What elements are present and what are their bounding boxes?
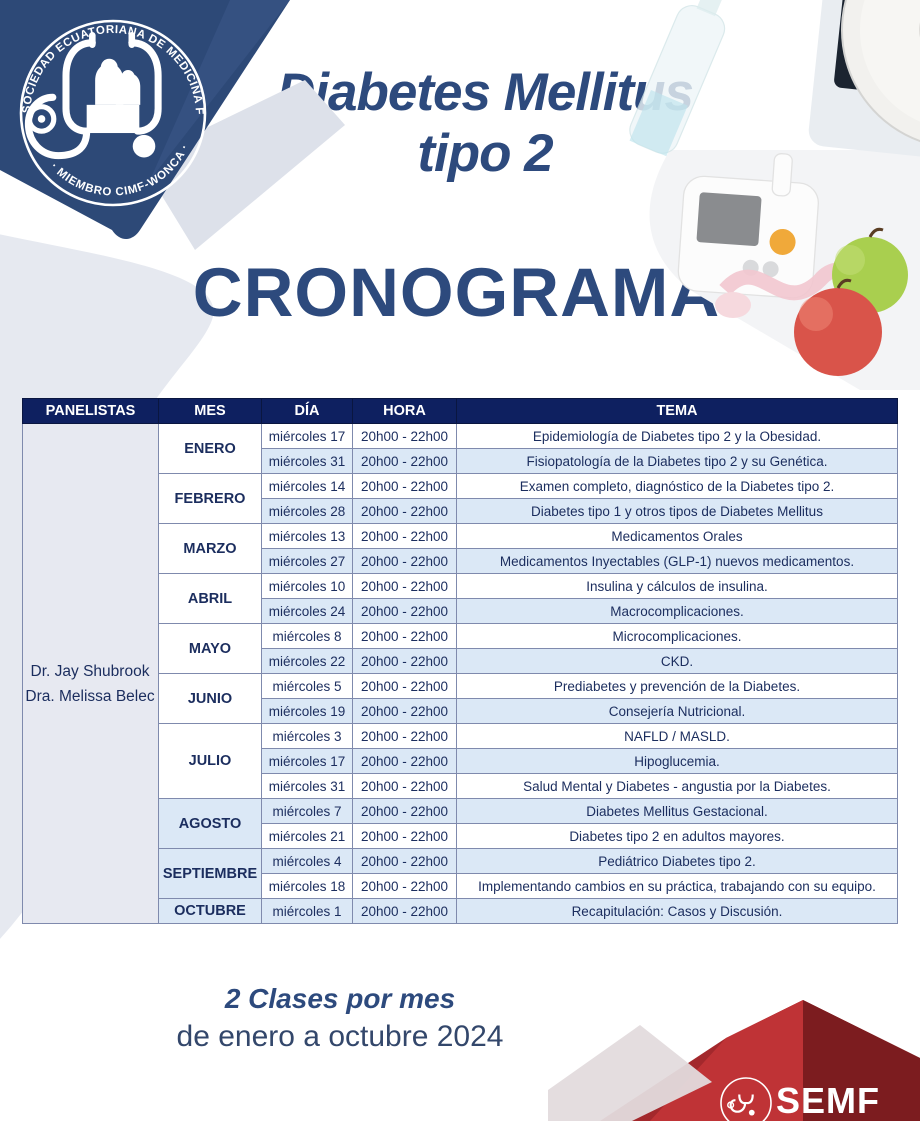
svg-text:· MIEMBRO CIMF-WONCA ·: · MIEMBRO CIMF-WONCA · — [48, 142, 192, 198]
svg-text:SEMF: SEMF — [776, 1080, 880, 1121]
